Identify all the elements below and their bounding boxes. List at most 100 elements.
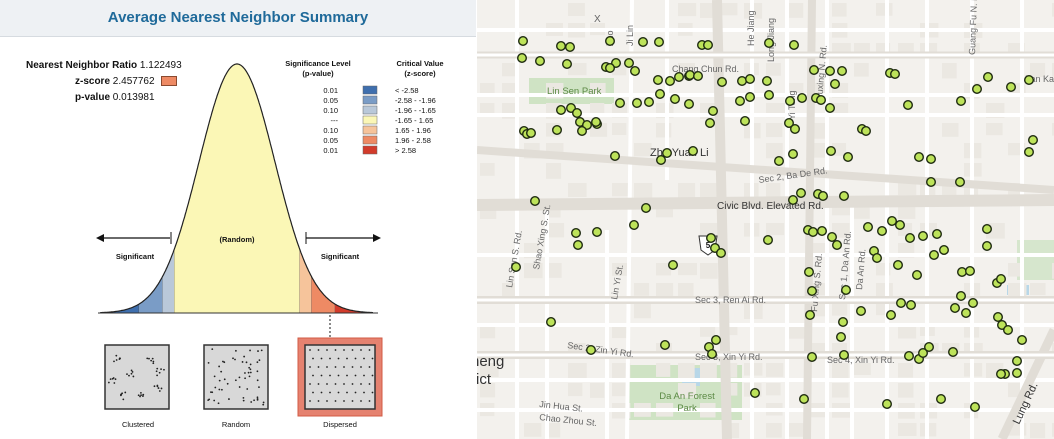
map-point[interactable]	[704, 117, 715, 128]
map-point[interactable]	[948, 347, 959, 358]
map-point[interactable]	[1012, 356, 1023, 367]
map-point[interactable]	[706, 349, 717, 360]
map-point[interactable]	[517, 53, 528, 64]
map-point[interactable]	[664, 75, 675, 86]
map-point[interactable]	[839, 350, 850, 361]
map-point[interactable]	[643, 96, 654, 107]
map-point[interactable]	[518, 36, 529, 47]
map-point[interactable]	[629, 65, 640, 76]
map-point[interactable]	[710, 335, 721, 346]
map-point[interactable]	[1003, 325, 1014, 336]
map-point[interactable]	[667, 260, 678, 271]
map-point[interactable]	[863, 221, 874, 232]
map-point[interactable]	[673, 71, 684, 82]
map-point[interactable]	[683, 98, 694, 109]
map-point[interactable]	[684, 69, 695, 80]
map-point[interactable]	[740, 115, 751, 126]
map-point[interactable]	[555, 104, 566, 115]
map-point[interactable]	[737, 75, 748, 86]
map-point[interactable]	[1017, 335, 1028, 346]
map-point[interactable]	[906, 300, 917, 311]
map-point[interactable]	[993, 312, 1004, 323]
map-point[interactable]	[628, 219, 639, 230]
map-point[interactable]	[936, 394, 947, 405]
map-point[interactable]	[904, 351, 915, 362]
map-point[interactable]	[764, 89, 775, 100]
map-point[interactable]	[623, 58, 634, 69]
map-point[interactable]	[970, 402, 981, 413]
map-point[interactable]	[796, 187, 807, 198]
map-point[interactable]	[572, 239, 583, 250]
map-point[interactable]	[924, 342, 935, 353]
map-point[interactable]	[614, 97, 625, 108]
map-point[interactable]	[861, 125, 872, 136]
map-point[interactable]	[982, 240, 993, 251]
map-point[interactable]	[545, 317, 556, 328]
map-point[interactable]	[745, 73, 756, 84]
map-point[interactable]	[707, 105, 718, 116]
map-point[interactable]	[750, 388, 761, 399]
map-point[interactable]	[816, 94, 827, 105]
map-point[interactable]	[818, 190, 829, 201]
map-point[interactable]	[895, 219, 906, 230]
map-point[interactable]	[774, 155, 785, 166]
map-point[interactable]	[914, 151, 925, 162]
map-point[interactable]	[887, 215, 898, 226]
map-point[interactable]	[832, 239, 843, 250]
map-point[interactable]	[551, 124, 562, 135]
map-point[interactable]	[687, 145, 698, 156]
map-point[interactable]	[817, 225, 828, 236]
map-point[interactable]	[926, 176, 937, 187]
map-point[interactable]	[604, 36, 615, 47]
map-point[interactable]	[784, 117, 795, 128]
map-point[interactable]	[965, 266, 976, 277]
map-point[interactable]	[661, 147, 672, 158]
map-point[interactable]	[807, 352, 818, 363]
map-point[interactable]	[631, 97, 642, 108]
map-point[interactable]	[535, 56, 546, 67]
map-point[interactable]	[1024, 146, 1035, 157]
map-point[interactable]	[856, 306, 867, 317]
map-point[interactable]	[653, 37, 664, 48]
map-point[interactable]	[825, 65, 836, 76]
map-point[interactable]	[640, 202, 651, 213]
map-point[interactable]	[576, 125, 587, 136]
map-point[interactable]	[956, 95, 967, 106]
map-point[interactable]	[669, 93, 680, 104]
map-point[interactable]	[790, 123, 801, 134]
map-point[interactable]	[1012, 368, 1023, 379]
map-point[interactable]	[807, 286, 818, 297]
map-point[interactable]	[530, 195, 541, 206]
map-point[interactable]	[808, 226, 819, 237]
map-point[interactable]	[654, 88, 665, 99]
incident-points[interactable]	[511, 36, 1039, 413]
map-point[interactable]	[957, 267, 968, 278]
map-point[interactable]	[526, 127, 537, 138]
map-point[interactable]	[932, 228, 943, 239]
map-point[interactable]	[702, 40, 713, 51]
map-point[interactable]	[836, 332, 847, 343]
map-point[interactable]	[839, 190, 850, 201]
map-point[interactable]	[1024, 74, 1035, 85]
map-point[interactable]	[789, 40, 800, 51]
map-point[interactable]	[827, 231, 838, 242]
map-point[interactable]	[903, 99, 914, 110]
map-point[interactable]	[955, 176, 966, 187]
map-point[interactable]	[918, 230, 929, 241]
map-point[interactable]	[561, 59, 572, 70]
map-point[interactable]	[838, 317, 849, 328]
map-point[interactable]	[609, 150, 620, 161]
map-point[interactable]	[837, 65, 848, 76]
map-point[interactable]	[896, 298, 907, 309]
map-point[interactable]	[996, 369, 1007, 380]
map-point[interactable]	[826, 145, 837, 156]
map-canvas[interactable]: 5 Chang Chun Rd. Lin Sen Park Zhu Yuan L…	[477, 0, 1054, 439]
map-point[interactable]	[590, 116, 601, 127]
map-point[interactable]	[692, 70, 703, 81]
map-point[interactable]	[804, 267, 815, 278]
map-point[interactable]	[585, 345, 596, 356]
map-point[interactable]	[655, 154, 666, 165]
map-point[interactable]	[982, 223, 993, 234]
map-point[interactable]	[890, 68, 901, 79]
map-point[interactable]	[762, 75, 773, 86]
